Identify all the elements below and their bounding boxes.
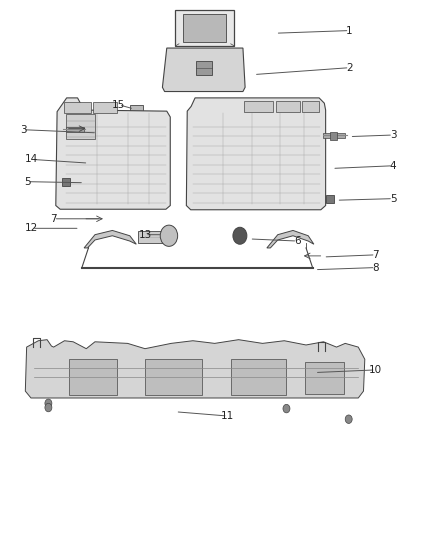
FancyBboxPatch shape [130, 106, 143, 114]
Polygon shape [56, 98, 170, 209]
Text: 12: 12 [25, 223, 39, 233]
FancyBboxPatch shape [66, 126, 84, 132]
Polygon shape [84, 230, 136, 248]
FancyBboxPatch shape [69, 359, 117, 395]
Circle shape [283, 405, 290, 413]
Circle shape [233, 227, 247, 244]
Circle shape [45, 399, 52, 408]
Text: 7: 7 [50, 214, 57, 224]
FancyBboxPatch shape [231, 359, 286, 395]
FancyBboxPatch shape [302, 101, 319, 112]
FancyBboxPatch shape [305, 362, 344, 394]
Polygon shape [267, 230, 314, 248]
Circle shape [160, 225, 178, 246]
FancyBboxPatch shape [323, 133, 345, 138]
Text: 3: 3 [390, 130, 396, 140]
FancyBboxPatch shape [196, 61, 212, 75]
FancyBboxPatch shape [64, 102, 91, 113]
Text: 3: 3 [20, 125, 26, 135]
Text: 15: 15 [112, 100, 126, 110]
Text: 1: 1 [346, 26, 353, 36]
FancyBboxPatch shape [176, 10, 234, 46]
Text: 8: 8 [372, 263, 379, 272]
FancyBboxPatch shape [66, 114, 95, 139]
Polygon shape [25, 340, 365, 398]
Text: 7: 7 [372, 250, 379, 260]
Text: 5: 5 [24, 176, 31, 187]
Circle shape [45, 403, 52, 412]
FancyBboxPatch shape [276, 101, 300, 112]
Text: 10: 10 [369, 365, 382, 375]
FancyBboxPatch shape [244, 101, 272, 112]
Text: 2: 2 [346, 63, 353, 72]
Circle shape [345, 415, 352, 423]
Text: 14: 14 [25, 155, 39, 164]
FancyBboxPatch shape [62, 179, 70, 186]
FancyBboxPatch shape [93, 102, 117, 113]
FancyBboxPatch shape [325, 196, 334, 203]
Text: 4: 4 [390, 161, 396, 171]
FancyBboxPatch shape [184, 14, 226, 42]
Text: 5: 5 [390, 193, 396, 204]
FancyBboxPatch shape [138, 231, 168, 243]
FancyBboxPatch shape [329, 132, 336, 140]
Text: 13: 13 [138, 230, 152, 240]
Text: 6: 6 [294, 236, 300, 246]
Polygon shape [162, 48, 245, 92]
Text: 11: 11 [221, 411, 234, 421]
Polygon shape [186, 98, 325, 210]
FancyBboxPatch shape [145, 359, 201, 395]
